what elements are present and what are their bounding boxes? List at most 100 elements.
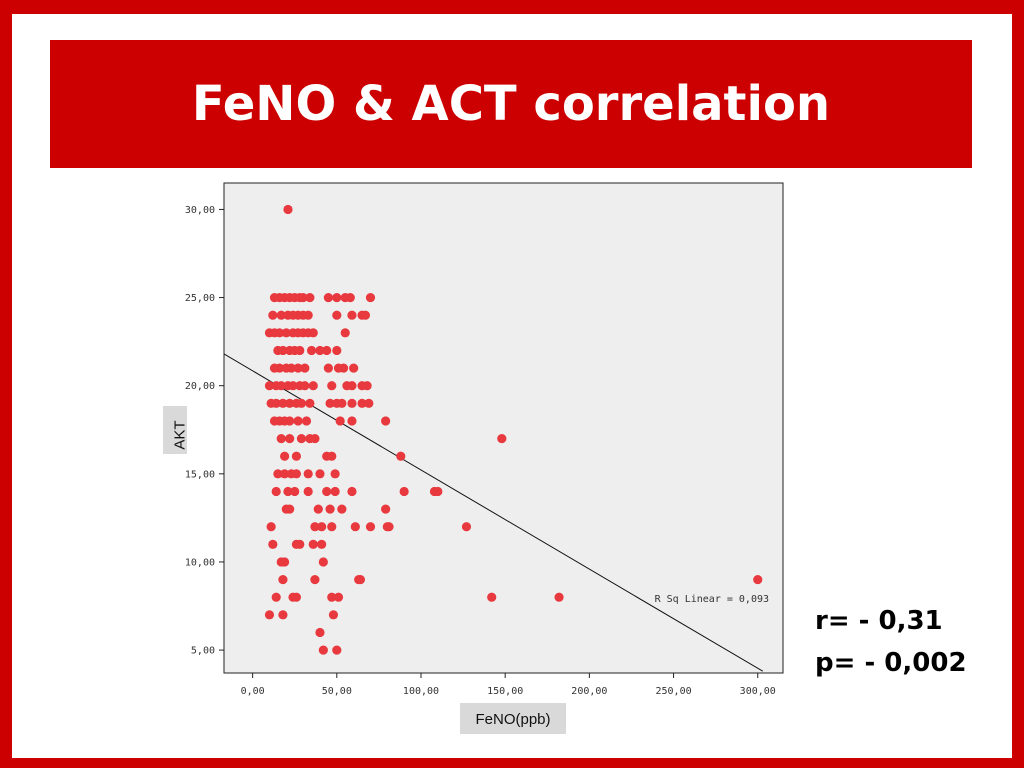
data-point — [293, 416, 303, 426]
data-point — [291, 592, 302, 602]
data-point — [337, 504, 347, 514]
data-point — [497, 433, 507, 444]
data-point — [276, 310, 286, 320]
data-point — [322, 486, 332, 497]
data-point — [305, 398, 315, 408]
data-point — [280, 557, 290, 567]
data-point — [310, 433, 320, 444]
y-axis-title: AKT — [172, 420, 189, 449]
data-point — [303, 469, 313, 479]
data-point — [278, 610, 288, 620]
data-point — [433, 486, 443, 497]
data-point — [337, 398, 347, 408]
r-value: r= - 0,31 — [815, 606, 943, 636]
data-point — [300, 381, 310, 391]
data-point — [384, 522, 394, 532]
data-point — [283, 486, 293, 497]
data-point — [325, 504, 335, 514]
y-tick-label: 25,00 — [185, 293, 215, 304]
data-point — [487, 592, 497, 602]
data-point — [288, 381, 298, 391]
data-point — [350, 522, 360, 532]
data-point — [328, 610, 339, 620]
data-point — [264, 610, 275, 620]
data-point — [323, 363, 333, 373]
data-point — [340, 328, 350, 338]
data-point — [274, 328, 285, 338]
data-point — [271, 486, 281, 497]
data-point — [332, 310, 342, 320]
data-point — [296, 398, 307, 408]
data-point — [327, 451, 337, 461]
data-point — [313, 504, 323, 514]
data-point — [315, 345, 325, 356]
data-point — [308, 539, 318, 549]
scatter-chart: 5,00 10,00 15,00 20,00 25,00 30,00 0,00 50,00 1… — [163, 182, 784, 734]
data-point — [268, 539, 278, 549]
data-point — [308, 381, 318, 391]
data-point — [330, 486, 340, 497]
y-tick-label: 15,00 — [185, 469, 215, 480]
data-point — [753, 574, 763, 585]
y-tick-label: 5,00 — [191, 646, 215, 657]
data-point — [396, 451, 406, 461]
data-point — [315, 469, 325, 479]
data-point — [349, 363, 359, 373]
data-point — [283, 204, 293, 215]
data-point — [347, 416, 357, 426]
y-tick-label: 20,00 — [185, 381, 215, 392]
data-point — [268, 310, 278, 320]
data-point — [461, 522, 472, 532]
y-tick-label: 30,00 — [185, 205, 215, 216]
x-tick-label: 50,00 — [322, 686, 352, 697]
data-point — [327, 381, 337, 391]
data-point — [345, 292, 355, 303]
data-point — [273, 469, 283, 479]
data-point — [291, 451, 302, 461]
data-point — [347, 486, 357, 497]
data-point — [347, 381, 357, 391]
data-point — [338, 363, 349, 373]
correlation-stats: r= - 0,31 p= - 0,002 — [815, 600, 967, 684]
data-point — [399, 486, 409, 497]
data-point — [310, 574, 320, 585]
slide-title: FeNO & ACT correlation — [191, 76, 831, 132]
data-point — [306, 345, 317, 356]
data-point — [327, 522, 337, 532]
data-point — [278, 345, 288, 356]
data-point — [332, 292, 342, 303]
data-point — [332, 345, 342, 356]
data-point — [364, 398, 374, 408]
data-point — [347, 310, 357, 320]
plot-area — [223, 182, 784, 674]
data-point — [323, 292, 333, 303]
fit-line-group — [224, 353, 764, 672]
data-point — [365, 292, 376, 303]
data-point — [317, 522, 327, 532]
x-axis: 0,00 50,00 100,00 150,00 200,00 250,00 300,00 — [241, 673, 776, 697]
data-point — [308, 328, 318, 338]
data-point — [264, 381, 275, 391]
data-point — [327, 592, 337, 602]
data-point — [286, 363, 296, 373]
data-point — [310, 522, 320, 532]
data-point — [357, 398, 367, 408]
data-point — [303, 310, 313, 320]
data-point — [332, 645, 342, 655]
x-tick-label: 300,00 — [740, 686, 776, 697]
data-point — [554, 592, 564, 602]
data-point — [381, 504, 391, 514]
x-tick-label: 0,00 — [241, 686, 265, 697]
data-point — [325, 398, 335, 408]
data-point — [347, 398, 357, 408]
data-point — [280, 451, 290, 461]
data-point — [296, 433, 307, 444]
data-point — [381, 416, 391, 426]
data-point — [315, 627, 325, 638]
data-point — [271, 398, 281, 408]
data-point — [305, 292, 315, 303]
data-point — [293, 363, 303, 373]
data-point — [330, 469, 340, 479]
y-tick-label: 10,00 — [185, 557, 215, 568]
y-axis: 5,00 10,00 15,00 20,00 25,00 30,00 — [185, 205, 224, 657]
